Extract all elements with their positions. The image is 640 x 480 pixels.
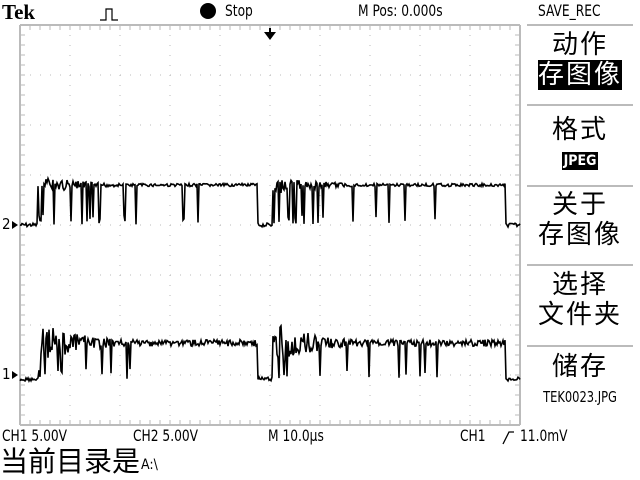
run-state[interactable]: Stop [225,1,253,20]
ch1-trace [19,323,521,383]
trigger-level: 11.0mV [520,426,568,445]
rising-edge-icon [502,431,514,445]
about-label-2: 存图像 [537,220,622,250]
trigger-source: CH1 [460,426,486,445]
menu-title: SAVE_REC [538,1,601,20]
ch2-scale: CH2 5.00V [133,426,199,445]
action-label: 动作 [551,30,608,60]
save-label: 储存 [551,352,608,382]
trigger-position-marker-icon [264,28,276,40]
brand-logo: Tek [2,0,36,24]
ch2-marker: 2 [2,215,11,233]
timebase: M 10.0µs [268,426,324,445]
current-dir-label: 当前目录是 [0,445,141,478]
select-folder-label-2: 文件夹 [537,300,622,330]
ch2-trace [19,175,521,229]
action-value: 存图像 [537,60,622,90]
menu-about-button[interactable]: 关于 存图像 [527,190,633,250]
ch2-ground-marker-icon [12,221,18,229]
format-label: 格式 [551,115,608,145]
menu-save-button[interactable]: 储存 TEK0023.JPG [527,352,633,406]
select-folder-label: 选择 [551,270,608,300]
menu-action-button[interactable]: 动作 存图像 [527,30,633,90]
horizontal-position: M Pos: 0.000s [358,1,443,20]
menu-format-button[interactable]: 格式 JPEG [527,115,633,170]
ch1-scale: CH1 5.00V [2,426,68,445]
pulse-icon [100,8,118,21]
about-label: 关于 [551,190,608,220]
menu-select-folder-button[interactable]: 选择 文件夹 [527,270,633,330]
stop-indicator-icon [200,3,216,19]
ch1-marker: 1 [2,365,11,383]
current-dir: A:\ [141,457,158,473]
ch1-ground-marker-icon [12,371,18,379]
save-filename: TEK0023.JPG [543,388,617,406]
format-value: JPEG [561,152,599,170]
